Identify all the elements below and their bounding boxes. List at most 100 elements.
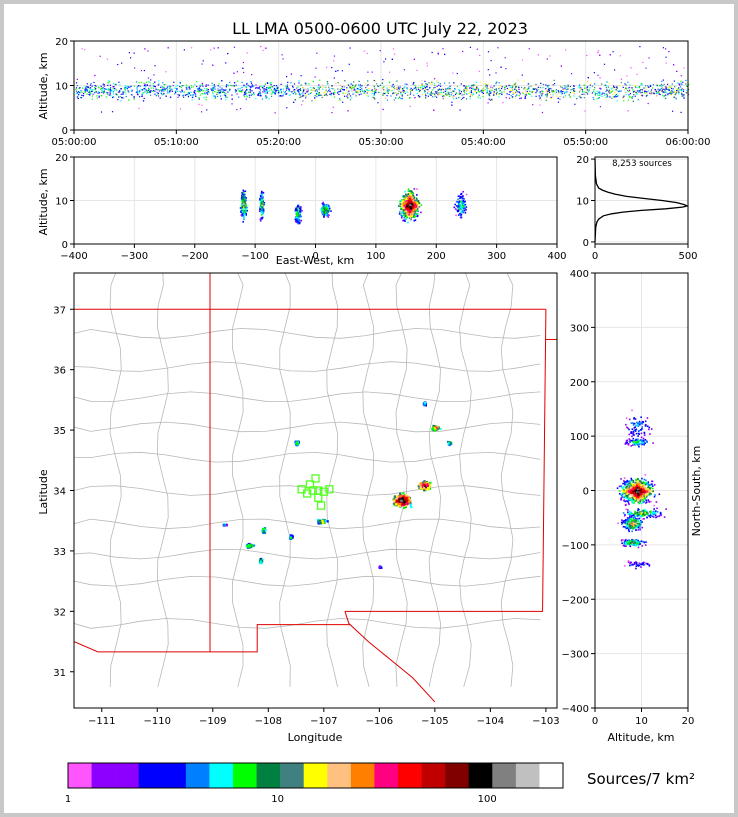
ew-source — [410, 208, 412, 211]
time-source — [155, 88, 157, 90]
time-source — [670, 91, 672, 94]
time-source — [471, 93, 473, 95]
time-source — [426, 92, 429, 94]
time-source — [493, 91, 495, 93]
time-source — [401, 90, 404, 92]
time-source — [501, 87, 503, 90]
time-source — [480, 90, 482, 92]
time-source — [393, 86, 395, 88]
time-source — [166, 86, 169, 88]
time-source — [163, 88, 166, 90]
map-source — [406, 502, 410, 505]
time-source — [194, 94, 197, 96]
time-source — [77, 97, 79, 100]
time-source — [79, 86, 81, 89]
time-source — [211, 89, 213, 91]
time-source — [126, 88, 129, 90]
time-source — [139, 96, 141, 98]
time-source — [291, 91, 293, 93]
ew-source — [411, 205, 413, 208]
time-source — [403, 87, 405, 89]
time-source — [613, 86, 615, 88]
time-source — [298, 97, 300, 99]
time-source — [145, 85, 147, 87]
time-source — [569, 85, 571, 88]
ew-source — [242, 205, 245, 208]
time-source — [442, 88, 445, 91]
time-source — [353, 86, 356, 88]
time-source — [625, 94, 627, 96]
time-source — [463, 89, 465, 91]
time-source — [264, 83, 267, 85]
time-source — [664, 91, 666, 94]
time-source — [567, 84, 569, 86]
map-source — [321, 519, 324, 523]
time-source — [413, 94, 415, 96]
time-source — [461, 97, 464, 99]
ew-source — [242, 192, 245, 194]
time-source — [402, 90, 404, 92]
time-source — [482, 90, 484, 92]
time-source — [494, 88, 496, 91]
time-source — [639, 46, 641, 48]
time-source — [627, 81, 629, 83]
time-source — [617, 94, 619, 96]
time-source — [148, 91, 150, 94]
time-source — [524, 94, 526, 96]
time-source — [334, 92, 336, 94]
time-source — [202, 60, 204, 62]
time-source — [210, 88, 212, 90]
time-source — [366, 52, 368, 55]
ew-source — [464, 203, 467, 206]
time-source — [128, 99, 130, 101]
time-source — [219, 93, 221, 95]
time-source — [632, 96, 634, 98]
time-source — [101, 87, 103, 89]
time-source — [102, 90, 105, 93]
time-source — [117, 99, 119, 101]
time-source — [104, 88, 106, 90]
time-source — [78, 87, 80, 90]
time-source — [213, 47, 215, 49]
time-source — [150, 79, 152, 81]
ew-source — [412, 213, 415, 215]
map-source — [223, 523, 226, 527]
time-source — [429, 93, 431, 96]
ew-source — [460, 197, 462, 199]
time-source — [198, 86, 200, 89]
ew-source — [258, 210, 261, 213]
time-source — [286, 93, 288, 95]
time-source — [581, 88, 583, 90]
time-source — [331, 67, 333, 69]
time-source — [223, 94, 225, 96]
time-source — [605, 96, 607, 98]
time-source — [285, 93, 287, 96]
time-source — [393, 92, 395, 94]
ew-source — [403, 206, 405, 209]
ew-source — [408, 213, 410, 216]
time-source — [453, 95, 455, 97]
time-source — [100, 88, 102, 90]
time-source — [487, 102, 489, 104]
time-source — [77, 95, 79, 97]
time-source — [497, 47, 499, 49]
time-source — [300, 96, 303, 98]
time-source — [170, 86, 172, 88]
ew-source — [409, 191, 412, 194]
time-source — [384, 92, 387, 94]
time-source — [390, 95, 392, 97]
time-source — [368, 87, 370, 90]
time-source — [193, 94, 195, 96]
time-source — [396, 92, 398, 95]
ew-source — [261, 204, 264, 207]
map-source — [225, 524, 228, 527]
time-source — [271, 90, 273, 92]
time-source — [84, 91, 86, 93]
time-source — [387, 89, 389, 91]
time-source — [568, 94, 570, 96]
time-source — [539, 92, 541, 94]
time-source — [603, 94, 606, 96]
time-source — [125, 93, 127, 95]
ew-source — [243, 190, 245, 193]
time-source — [606, 81, 608, 83]
